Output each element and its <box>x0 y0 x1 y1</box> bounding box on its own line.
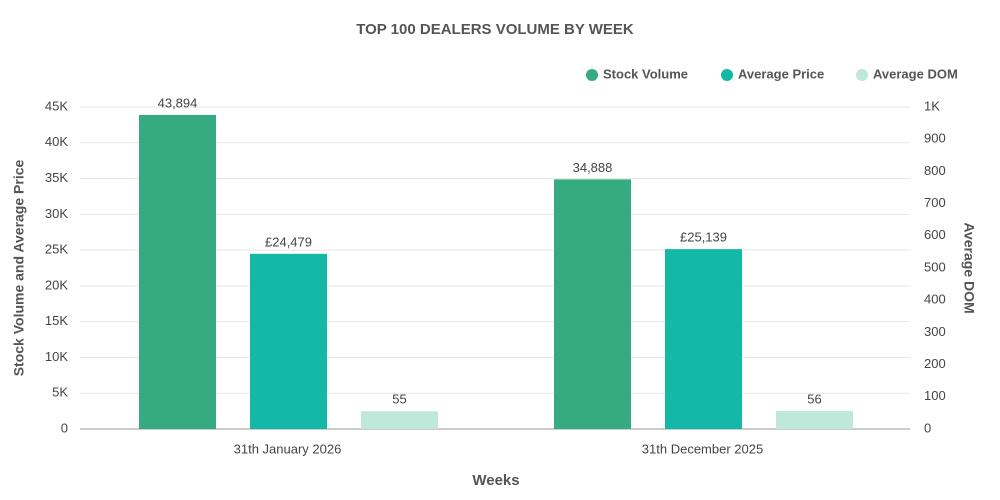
y-axis-title: Stock Volume and Average Price <box>11 160 27 377</box>
y-tick-label: 40K <box>45 134 68 149</box>
bar <box>665 249 742 429</box>
y2-tick-label: 1K <box>924 98 940 113</box>
y2-tick-label: 100 <box>924 388 946 403</box>
value-label: £24,479 <box>265 234 312 249</box>
y2-tick-label: 700 <box>924 195 946 210</box>
y-tick-label: 5K <box>52 385 68 400</box>
value-label: £25,139 <box>680 230 727 245</box>
legend-marker <box>856 69 868 81</box>
value-label: 43,894 <box>158 95 198 110</box>
y-tick-label: 15K <box>45 313 68 328</box>
y2-tick-label: 800 <box>924 163 946 178</box>
value-label: 34,888 <box>573 160 613 175</box>
value-label: 56 <box>807 391 821 406</box>
bar <box>554 179 631 429</box>
y-tick-label: 30K <box>45 206 68 221</box>
y2-tick-label: 600 <box>924 227 946 242</box>
bar <box>139 114 216 429</box>
y-tick-label: 20K <box>45 277 68 292</box>
y2-axis-title: Average DOM <box>961 222 977 313</box>
value-label: 55 <box>392 392 406 407</box>
y2-tick-label: 200 <box>924 356 946 371</box>
y2-tick-label: 900 <box>924 131 946 146</box>
legend-label: Stock Volume <box>603 66 688 81</box>
legend-marker <box>721 69 733 81</box>
y2-tick-label: 400 <box>924 292 946 307</box>
y2-tick-label: 500 <box>924 259 946 274</box>
bar <box>250 253 327 429</box>
x-tick-label: 31th December 2025 <box>642 441 763 456</box>
legend-marker <box>586 69 598 81</box>
legend-label: Average Price <box>738 66 824 81</box>
x-axis-title: Weeks <box>472 472 519 489</box>
legend-label: Average DOM <box>873 66 958 81</box>
y-tick-label: 25K <box>45 242 68 257</box>
y-tick-label: 45K <box>45 98 68 113</box>
bar <box>776 410 853 429</box>
y2-tick-label: 300 <box>924 324 946 339</box>
y-tick-label: 0 <box>61 420 68 435</box>
x-tick-label: 31th January 2026 <box>234 441 342 456</box>
bar <box>361 411 438 429</box>
y2-tick-label: 0 <box>924 420 931 435</box>
chart-title: TOP 100 DEALERS VOLUME BY WEEK <box>356 21 634 38</box>
y-tick-label: 10K <box>45 349 68 364</box>
y-tick-label: 35K <box>45 170 68 185</box>
